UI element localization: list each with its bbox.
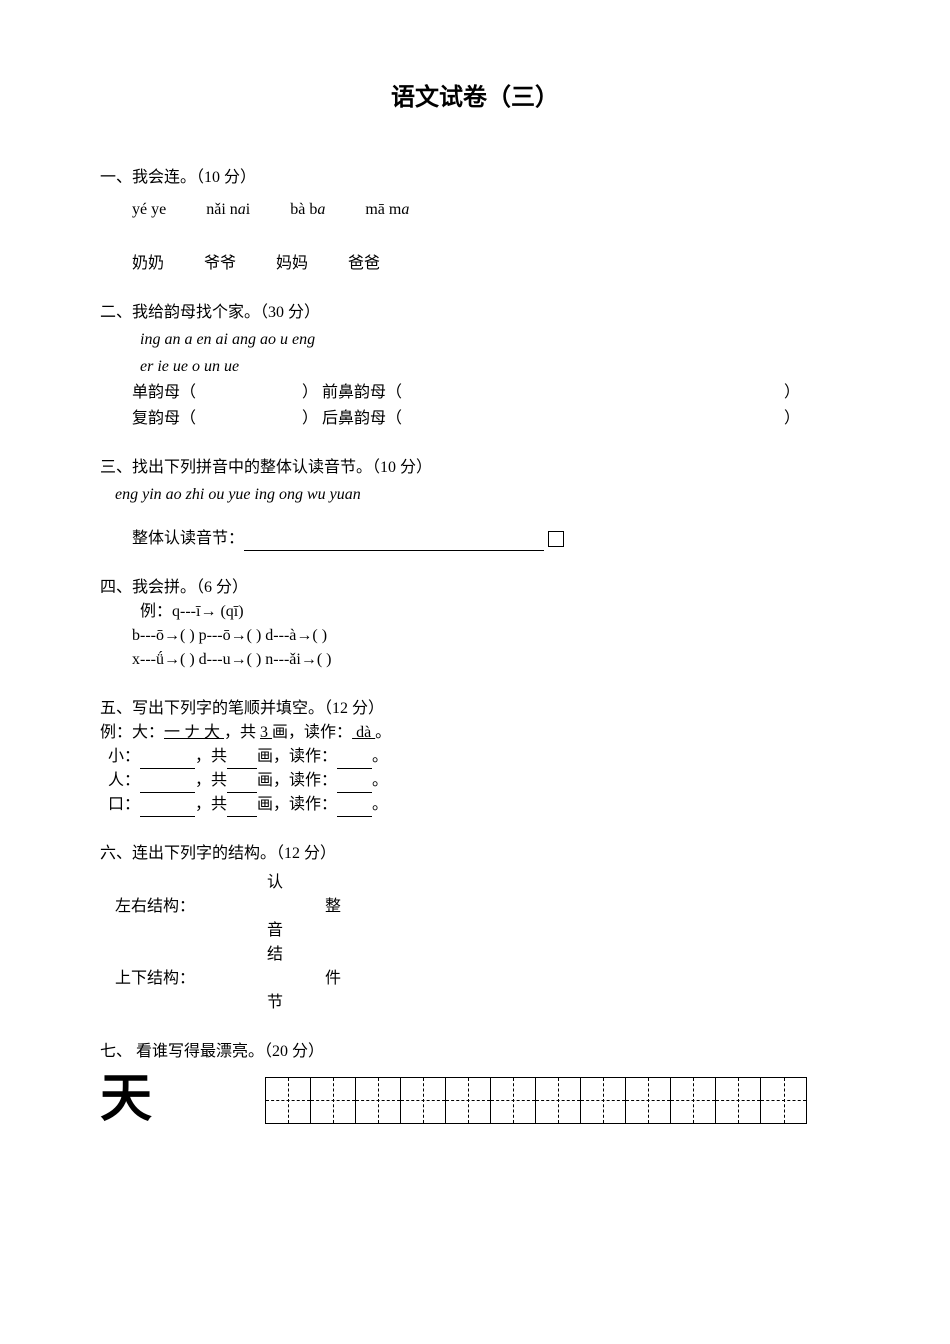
q1-pinyin-1: yé ye	[132, 198, 166, 222]
q5-blank[interactable]	[227, 800, 257, 817]
question-1: 一、我会连。（10 分） yé ye nǎi nai bà ba mā ma 奶…	[100, 166, 850, 276]
writing-cell[interactable]	[716, 1078, 761, 1123]
q2-row2: 复韵母（） 后鼻韵母（）	[100, 407, 850, 431]
q5-row-2: 口：，共画，读作：。	[100, 793, 850, 817]
writing-cell[interactable]	[311, 1078, 356, 1123]
q6-char: 件	[325, 967, 385, 991]
question-4: 四、我会拼。（6 分） 例：q---ī→ (qī) b---ō→( ) p---…	[100, 576, 850, 672]
writing-cell[interactable]	[536, 1078, 581, 1123]
q5-blank[interactable]	[227, 776, 257, 793]
page-title: 语文试卷（三）	[100, 80, 850, 116]
q5-blank[interactable]	[337, 752, 372, 769]
q1-pinyin-row: yé ye nǎi nai bà ba mā ma	[100, 198, 850, 222]
q3-box[interactable]	[548, 531, 564, 547]
q1-chinese-1: 奶奶	[132, 252, 164, 276]
q6-char: 认	[225, 871, 325, 895]
q3-blank[interactable]	[244, 534, 544, 551]
question-3: 三、找出下列拼音中的整体认读音节。（10 分） eng yin ao zhi o…	[100, 456, 850, 551]
q3-line: eng yin ao zhi ou yue ing ong wu yuan	[100, 483, 850, 507]
q6-char: 音	[225, 919, 325, 943]
q1-pinyin-3: bà ba	[290, 198, 325, 222]
q1-pinyin-4: mā ma	[365, 198, 409, 222]
q2-line2: er ie ue o un ue	[100, 355, 850, 379]
q6-char: 节	[225, 991, 325, 1015]
q2-row1: 单韵母（） 前鼻韵母（）	[100, 381, 850, 405]
q5-row-0: 小：，共画，读作：。	[100, 745, 850, 769]
q7-header: 七、 看谁写得最漂亮。（20 分）	[100, 1040, 850, 1064]
writing-cell[interactable]	[491, 1078, 536, 1123]
writing-cell[interactable]	[446, 1078, 491, 1123]
q1-pinyin-2: nǎi nai	[206, 198, 250, 222]
q7-writing-grid[interactable]	[265, 1077, 807, 1124]
q5-blank[interactable]	[227, 752, 257, 769]
writing-cell[interactable]	[581, 1078, 626, 1123]
q6-header: 六、连出下列字的结构。（12 分）	[100, 842, 850, 866]
q6-char: 结	[225, 943, 325, 967]
q1-chinese-row: 奶奶 爷爷 妈妈 爸爸	[100, 252, 850, 276]
q4-example: 例：q---ī→ (qī)	[100, 600, 850, 624]
q4-header: 四、我会拼。（6 分）	[100, 576, 850, 600]
writing-cell[interactable]	[626, 1078, 671, 1123]
q5-blank[interactable]	[140, 800, 195, 817]
q1-header: 一、我会连。（10 分）	[100, 166, 850, 190]
question-7: 七、 看谁写得最漂亮。（20 分） 天	[100, 1040, 850, 1126]
q5-blank[interactable]	[337, 800, 372, 817]
q1-chinese-3: 妈妈	[276, 252, 308, 276]
q3-answer: 整体认读音节：	[100, 527, 850, 551]
writing-cell[interactable]	[266, 1078, 311, 1123]
q7-character: 天	[100, 1074, 265, 1126]
q1-chinese-2: 爷爷	[204, 252, 236, 276]
writing-cell[interactable]	[401, 1078, 446, 1123]
question-5: 五、写出下列字的笔顺并填空。（12 分） 例：大：一 ナ 大 ，共 3 画，读作…	[100, 697, 850, 817]
q1-chinese-4: 爸爸	[348, 252, 380, 276]
q3-header: 三、找出下列拼音中的整体认读音节。（10 分）	[100, 456, 850, 480]
writing-cell[interactable]	[761, 1078, 806, 1123]
q2-line1: ing an a en ai ang ao u eng	[100, 328, 850, 352]
q5-example: 例：大：一 ナ 大 ，共 3 画，读作： dà 。	[100, 721, 850, 745]
q5-header: 五、写出下列字的笔顺并填空。（12 分）	[100, 697, 850, 721]
writing-cell[interactable]	[356, 1078, 401, 1123]
writing-cell[interactable]	[671, 1078, 716, 1123]
question-2: 二、我给韵母找个家。（30 分） ing an a en ai ang ao u…	[100, 301, 850, 431]
question-6: 六、连出下列字的结构。（12 分） 认 左右结构： 整 音 结 上下结构： 件 节	[100, 842, 850, 1015]
q5-blank[interactable]	[337, 776, 372, 793]
q4-row1: b---ō→( ) p---ō→( ) d---à→( )	[100, 624, 850, 648]
q6-label-left: 上下结构：	[100, 967, 225, 991]
q5-blank[interactable]	[140, 752, 195, 769]
q5-blank[interactable]	[140, 776, 195, 793]
q2-header: 二、我给韵母找个家。（30 分）	[100, 301, 850, 325]
q6-label-left: 左右结构：	[100, 895, 225, 919]
q6-char: 整	[325, 895, 385, 919]
q5-row-1: 人：，共画，读作：。	[100, 769, 850, 793]
q4-row2: x---ǘ→( ) d---u→( ) n---ǎi→( )	[100, 648, 850, 672]
